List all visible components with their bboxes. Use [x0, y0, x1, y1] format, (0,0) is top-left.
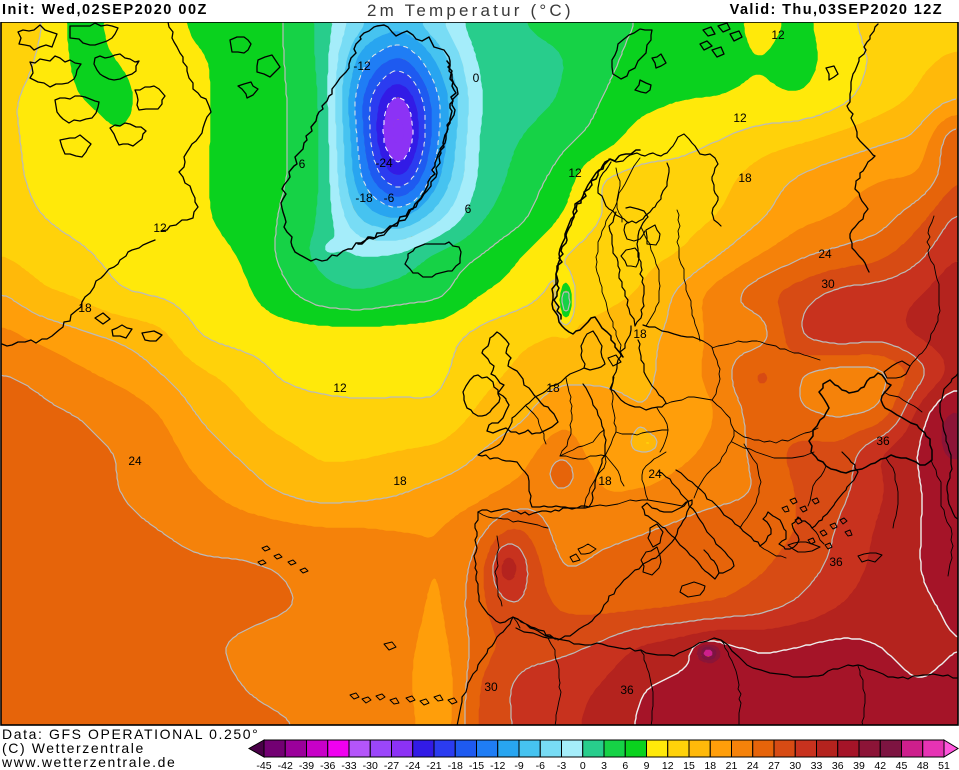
svg-text:12: 12: [153, 221, 167, 235]
svg-text:24: 24: [648, 467, 662, 481]
svg-text:21: 21: [726, 760, 738, 770]
svg-text:-39: -39: [299, 760, 314, 770]
svg-text:-27: -27: [384, 760, 399, 770]
svg-text:30: 30: [821, 277, 835, 291]
svg-text:3: 3: [601, 760, 607, 770]
svg-text:18: 18: [598, 474, 612, 488]
svg-text:-21: -21: [426, 760, 441, 770]
svg-text:18: 18: [738, 171, 752, 185]
svg-text:-3: -3: [557, 760, 566, 770]
svg-text:18: 18: [546, 381, 560, 395]
svg-text:33: 33: [811, 760, 823, 770]
svg-text:-6: -6: [536, 760, 545, 770]
svg-text:24: 24: [818, 247, 832, 261]
svg-text:0: 0: [580, 760, 586, 770]
svg-text:-42: -42: [278, 760, 293, 770]
svg-text:18: 18: [78, 301, 92, 315]
svg-text:12: 12: [771, 28, 785, 42]
svg-text:36: 36: [832, 760, 844, 770]
svg-text:51: 51: [938, 760, 950, 770]
svg-text:-12: -12: [353, 59, 371, 73]
svg-text:-18: -18: [355, 191, 373, 205]
svg-text:6: 6: [465, 202, 472, 216]
svg-text:36: 36: [876, 434, 890, 448]
svg-text:45: 45: [896, 760, 908, 770]
svg-text:18: 18: [393, 474, 407, 488]
svg-text:27: 27: [768, 760, 780, 770]
svg-text:-33: -33: [341, 760, 356, 770]
svg-text:12: 12: [333, 381, 347, 395]
svg-text:36: 36: [620, 683, 634, 697]
svg-text:-9: -9: [514, 760, 523, 770]
svg-text:18: 18: [704, 760, 716, 770]
svg-text:-24: -24: [375, 156, 393, 170]
svg-text:15: 15: [683, 760, 695, 770]
svg-text:12: 12: [662, 760, 674, 770]
svg-text:-18: -18: [448, 760, 463, 770]
svg-text:-15: -15: [469, 760, 484, 770]
svg-text:12: 12: [568, 166, 582, 180]
svg-text:12: 12: [733, 111, 747, 125]
svg-text:-45: -45: [256, 760, 271, 770]
svg-text:36: 36: [829, 555, 843, 569]
svg-text:30: 30: [789, 760, 801, 770]
svg-text:-6: -6: [384, 191, 395, 205]
svg-text:24: 24: [128, 454, 142, 468]
svg-text:6: 6: [299, 157, 306, 171]
svg-text:-30: -30: [363, 760, 378, 770]
svg-text:24: 24: [747, 760, 759, 770]
svg-text:42: 42: [874, 760, 886, 770]
svg-text:48: 48: [917, 760, 929, 770]
svg-text:9: 9: [644, 760, 650, 770]
svg-text:-36: -36: [320, 760, 335, 770]
svg-text:30: 30: [484, 680, 498, 694]
svg-text:6: 6: [622, 760, 628, 770]
svg-text:-24: -24: [405, 760, 420, 770]
svg-text:0: 0: [473, 71, 480, 85]
svg-text:-12: -12: [490, 760, 505, 770]
svg-text:39: 39: [853, 760, 865, 770]
svg-text:18: 18: [633, 327, 647, 341]
